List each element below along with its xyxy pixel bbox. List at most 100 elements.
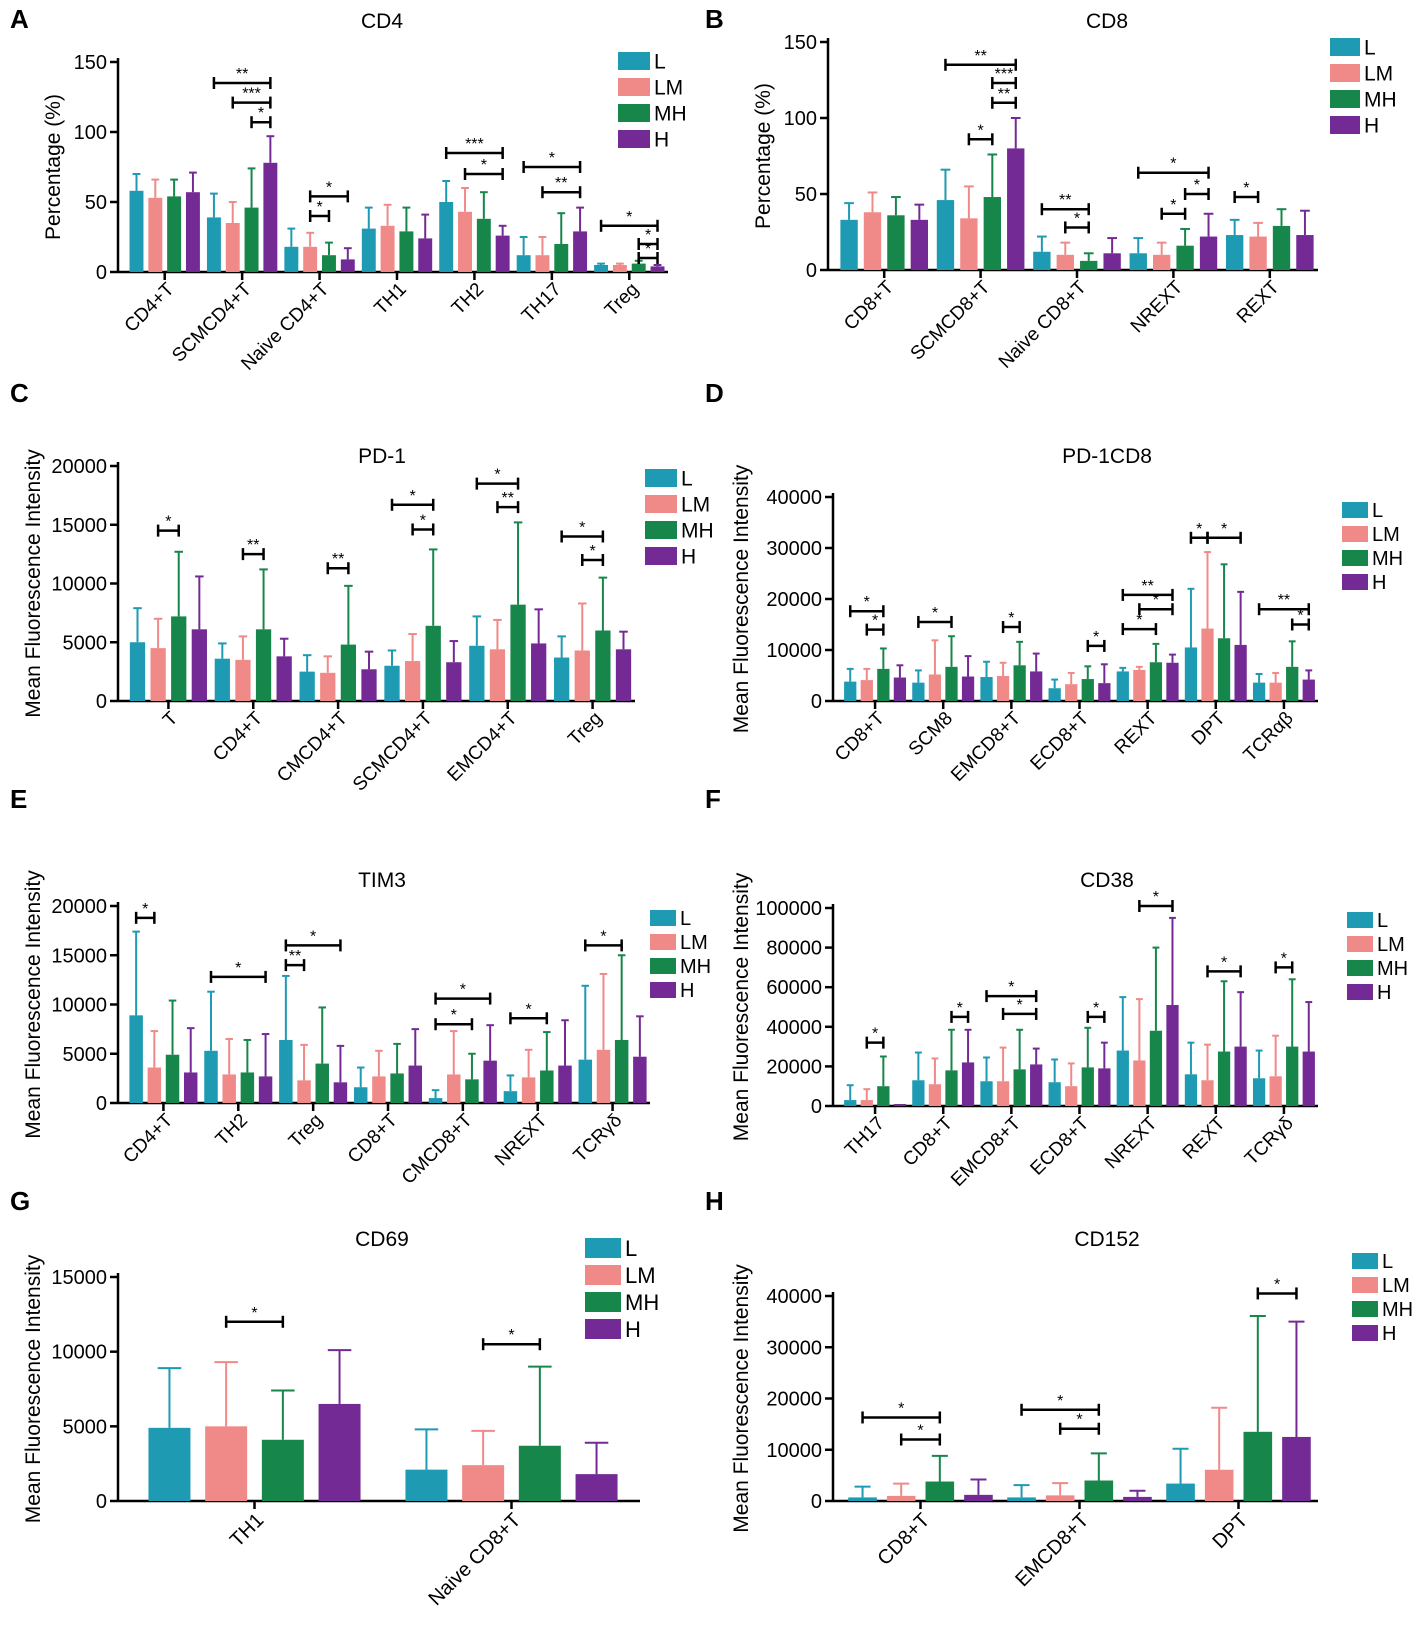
bar-cd8-t-h [893, 677, 907, 701]
sig-label: * [1243, 180, 1249, 197]
sig-label: * [251, 1305, 257, 1322]
bar-cmcd4-t-lm [320, 672, 336, 701]
bar-cd8-t-h [910, 219, 929, 270]
bar-tcr-mh [1286, 1046, 1299, 1106]
legend-label: LM [680, 932, 708, 954]
bar-scmcd8-t-l [936, 200, 955, 270]
bar-th17-h [893, 1104, 907, 1106]
panel-f: F CD38 Mean Fluorescence Intensity 0 20000 40… [705, 784, 1408, 1191]
sig-label: * [1074, 210, 1080, 227]
chart-title: CD8 [1086, 10, 1128, 33]
legend-label: L [1364, 37, 1376, 60]
y-tick-label: 0 [96, 1093, 107, 1115]
bar-naive-cd8-t-h [575, 1474, 618, 1501]
bar-emcd8-t-lm [996, 1081, 1010, 1106]
bar-emcd8-t-l [1007, 1497, 1036, 1501]
x-tick-label: TCRγδ [570, 1110, 627, 1167]
bar-nrext-lm [521, 1077, 536, 1103]
bar-emcd8-t-h [1030, 671, 1043, 701]
legend-swatch-mh [1330, 90, 1360, 108]
y-tick-label: 0 [811, 1096, 822, 1118]
sig-label: * [1008, 610, 1014, 627]
y-tick-label: 15000 [51, 515, 107, 537]
bar-th1-mh [399, 231, 414, 272]
sig-label: ** [247, 537, 259, 554]
legend-swatch-mh [618, 104, 650, 122]
legend-label: L [625, 1236, 637, 1261]
bar-th1-h [418, 238, 433, 272]
bar-th2-h [258, 1076, 273, 1103]
sig-label: * [494, 467, 500, 484]
sig-label: * [481, 157, 487, 174]
bar-nrext-l [1129, 253, 1147, 270]
bar-th17-l [516, 255, 531, 272]
bar-scmcd4-t-lm [404, 661, 421, 701]
legend-label: MH [654, 103, 687, 126]
bar-rext-lm [1201, 1080, 1214, 1106]
sig-label: ** [998, 86, 1010, 103]
x-tick-label: EMCD8+T [1011, 1509, 1093, 1591]
bar-naive-cd4-t-lm [303, 246, 318, 272]
bar-cd8-t-l [840, 219, 858, 270]
y-tick-label: 20000 [766, 1389, 822, 1411]
y-tick-label: 0 [96, 691, 107, 713]
legend-label: H [1377, 982, 1391, 1004]
legend-swatch-l [618, 52, 650, 70]
legend-label: LM [654, 77, 683, 100]
sig-label: * [1196, 521, 1202, 538]
bar-tcr-mh [1286, 666, 1299, 701]
x-tick-label: REXT [1179, 1113, 1230, 1164]
legend-swatch-lm [618, 78, 650, 96]
legend-swatch-lm [650, 934, 676, 950]
bar-naive-cd8-t-l [1033, 251, 1051, 270]
bar-cd8-t-l [848, 1497, 877, 1501]
sig-label: * [589, 543, 595, 560]
sig-label: * [420, 512, 426, 529]
legend-swatch-mh [1342, 550, 1368, 566]
bar-naive-cd4-t-h [340, 259, 355, 272]
bar-naive-cd4-t-l [284, 246, 299, 272]
x-tick-label: EMCD8+T [947, 708, 1025, 786]
bar-naive-cd8-t-lm [1056, 254, 1074, 270]
bar-cd4-t-h [185, 192, 200, 272]
x-tick-label: CD8+T [874, 1509, 935, 1570]
x-tick-label: ECD8+T [1027, 1113, 1094, 1180]
legend-label: L [680, 908, 691, 930]
bar-dpt-lm [1201, 628, 1214, 701]
y-tick-label: 10000 [766, 1440, 822, 1462]
bar-th17-mh [554, 244, 569, 272]
bar-t-h [191, 629, 207, 701]
legend-swatch-mh [650, 958, 676, 974]
bar-scmcd8-t-h [1007, 148, 1025, 270]
bar-scmcd8-t-lm [960, 218, 978, 270]
bar-ecd8-t-l [1048, 1082, 1061, 1106]
bar-th1-lm [205, 1426, 248, 1501]
legend-swatch-lm [1352, 1277, 1378, 1293]
y-tick-label: 80000 [766, 938, 822, 960]
y-axis-label: Mean Fluorescence Intensity [22, 1254, 45, 1523]
bar-cd8-t-mh [887, 215, 905, 270]
bar-ecd8-t-mh [1081, 679, 1094, 701]
x-tick-label: CD4+T [119, 1110, 177, 1168]
y-tick-label: 150 [784, 32, 817, 54]
sig-label: * [645, 241, 651, 258]
bar-cd8-t-mh [877, 668, 890, 701]
sig-label: * [1221, 521, 1227, 538]
legend-swatch-l [650, 910, 676, 926]
sig-label: ** [1141, 578, 1153, 595]
legend-swatch-l [1342, 502, 1368, 518]
bar-nrext-h [1199, 236, 1218, 270]
bar-emcd4-t-l [469, 645, 485, 701]
bar-cd4-t-lm [148, 197, 163, 272]
x-tick-label: REXT [1111, 708, 1162, 759]
bar-cd4-t-lm [235, 659, 251, 701]
x-tick-label: DPT [1188, 708, 1230, 750]
sig-label: * [917, 1423, 923, 1440]
legend-label: LM [1364, 63, 1393, 86]
bar-treg-mh [595, 630, 611, 701]
sig-label: * [1093, 1000, 1099, 1017]
bar-th17-lm [535, 255, 550, 272]
x-tick-label: CMCD8+T [398, 1110, 477, 1189]
panel-b: B CD8 Percentage (%) 0 50 100 150 CD8+T SCMCD8+T… [705, 4, 1397, 373]
legend-label: H [1364, 115, 1379, 138]
